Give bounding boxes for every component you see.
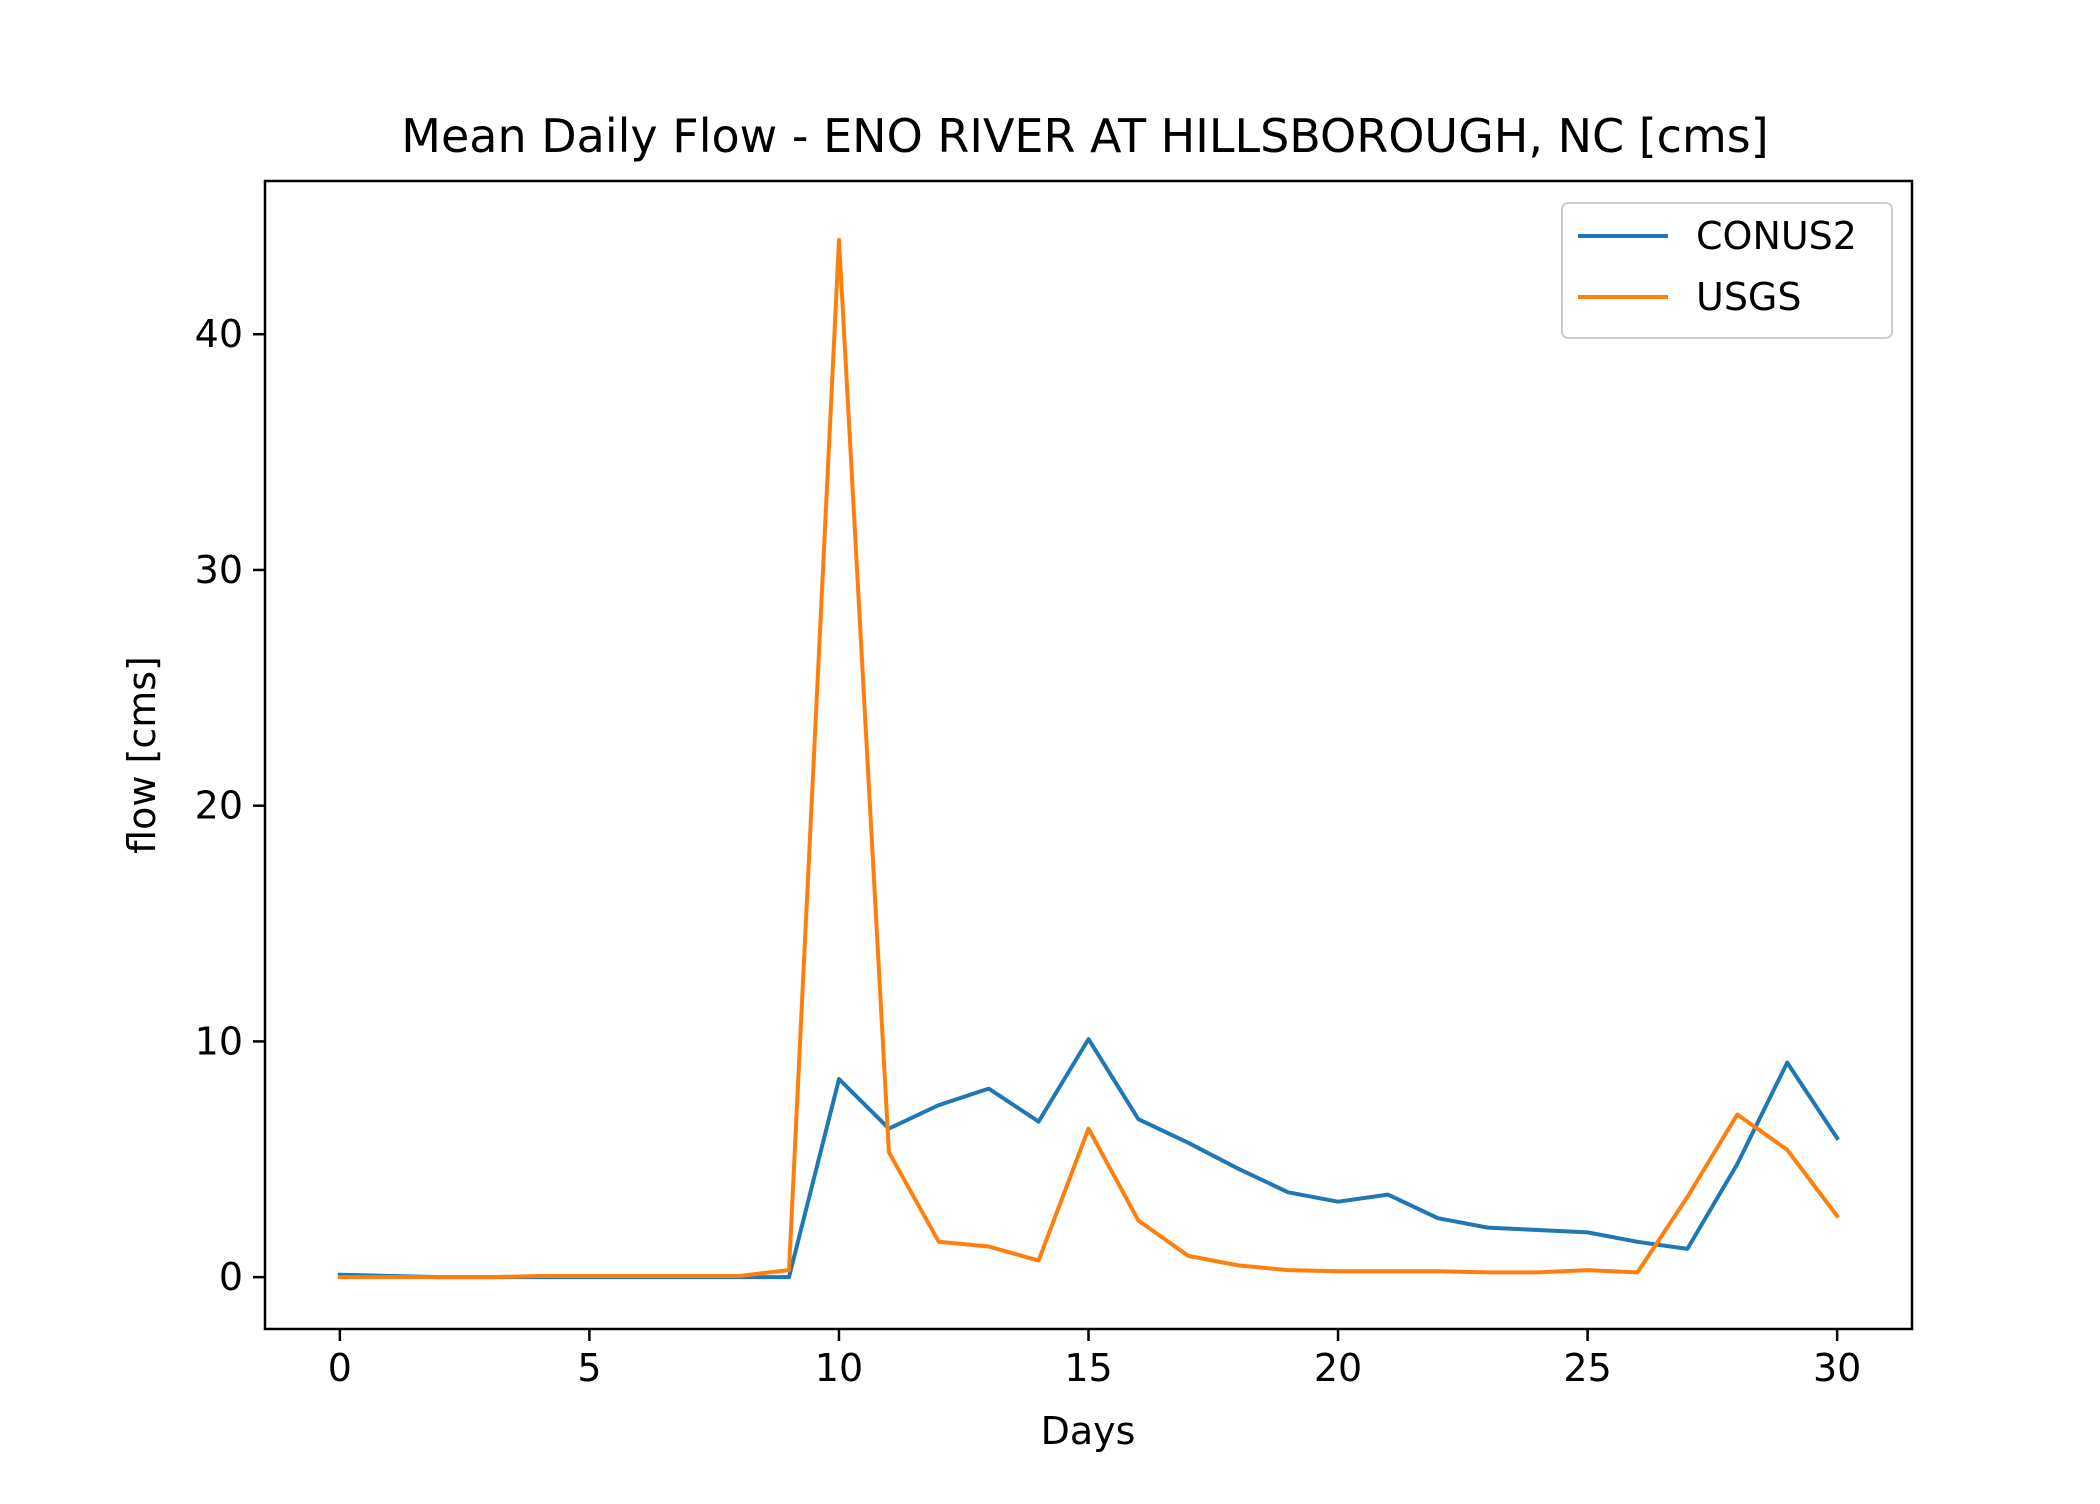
x-tick-label: 25 — [1563, 1346, 1611, 1390]
x-tick-label: 15 — [1064, 1346, 1112, 1390]
series-line-usgs — [337, 237, 1840, 1280]
y-axis: 0 10 20 30 40 — [195, 312, 265, 1299]
series-layer — [337, 237, 1840, 1280]
x-axis: 0 5 10 15 20 25 30 — [328, 1329, 1861, 1390]
y-tick-label: 30 — [195, 548, 243, 592]
legend: CONUS2 USGS — [1561, 202, 1893, 339]
series-line-conus2 — [337, 1037, 1840, 1280]
legend-label-conus2: CONUS2 — [1696, 214, 1857, 258]
chart-title: Mean Daily Flow - ENO RIVER AT HILLSBORO… — [401, 109, 1768, 163]
x-tick-label: 20 — [1314, 1346, 1362, 1390]
y-axis-label: flow [cms] — [120, 656, 164, 854]
y-tick-label: 0 — [219, 1255, 243, 1299]
plot-frame — [263, 179, 1914, 1331]
x-tick-label: 0 — [328, 1346, 352, 1390]
y-tick-label: 40 — [195, 312, 243, 356]
y-tick-label: 20 — [195, 784, 243, 828]
legend-label-usgs: USGS — [1696, 275, 1802, 319]
y-tick-label: 10 — [195, 1019, 243, 1063]
x-tick-label: 5 — [577, 1346, 601, 1390]
x-tick-label: 10 — [815, 1346, 863, 1390]
x-tick-label: 30 — [1813, 1346, 1861, 1390]
x-axis-label: Days — [1041, 1409, 1136, 1453]
